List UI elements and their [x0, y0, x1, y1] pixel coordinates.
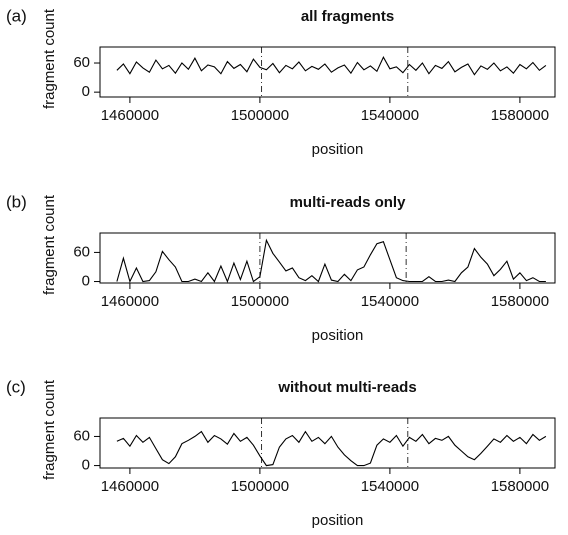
x-tick-label: 1540000	[361, 107, 419, 124]
y-tick-label: 60	[73, 243, 90, 260]
plot-frame	[99, 417, 556, 469]
y-axis-label: fragment count	[41, 379, 58, 480]
data-line	[116, 430, 547, 467]
panel-label: (b)	[6, 192, 27, 211]
chart-title: without multi-reads	[277, 379, 416, 396]
plot-frame	[99, 232, 556, 284]
panel-label: (c)	[6, 377, 26, 396]
y-tick-label: 0	[82, 273, 90, 290]
x-tick-label: 1460000	[101, 478, 159, 495]
data-line	[116, 238, 546, 284]
x-tick-label: 1540000	[361, 478, 419, 495]
x-axis-label: position	[312, 512, 364, 529]
x-tick-label: 1540000	[361, 293, 419, 310]
y-tick-label: 0	[82, 83, 90, 100]
y-axis-label: fragment count	[41, 8, 58, 109]
plot-frame	[99, 46, 556, 98]
chart-title: all fragments	[301, 8, 394, 25]
y-tick-label: 60	[73, 54, 90, 71]
x-tick-label: 1460000	[101, 293, 159, 310]
x-tick-label: 1460000	[101, 107, 159, 124]
panel-label: (a)	[6, 6, 27, 25]
x-axis-label: position	[312, 327, 364, 344]
x-tick-label: 1500000	[231, 478, 289, 495]
chart-title: multi-reads only	[290, 194, 407, 211]
y-tick-label: 60	[73, 427, 90, 444]
x-tick-label: 1500000	[231, 293, 289, 310]
y-tick-label: 0	[82, 457, 90, 474]
x-axis-label: position	[312, 141, 364, 158]
x-tick-label: 1580000	[491, 293, 549, 310]
x-tick-label: 1580000	[491, 107, 549, 124]
x-tick-label: 1500000	[231, 107, 289, 124]
y-axis-label: fragment count	[41, 194, 58, 295]
x-tick-label: 1580000	[491, 478, 549, 495]
data-line	[116, 55, 547, 76]
